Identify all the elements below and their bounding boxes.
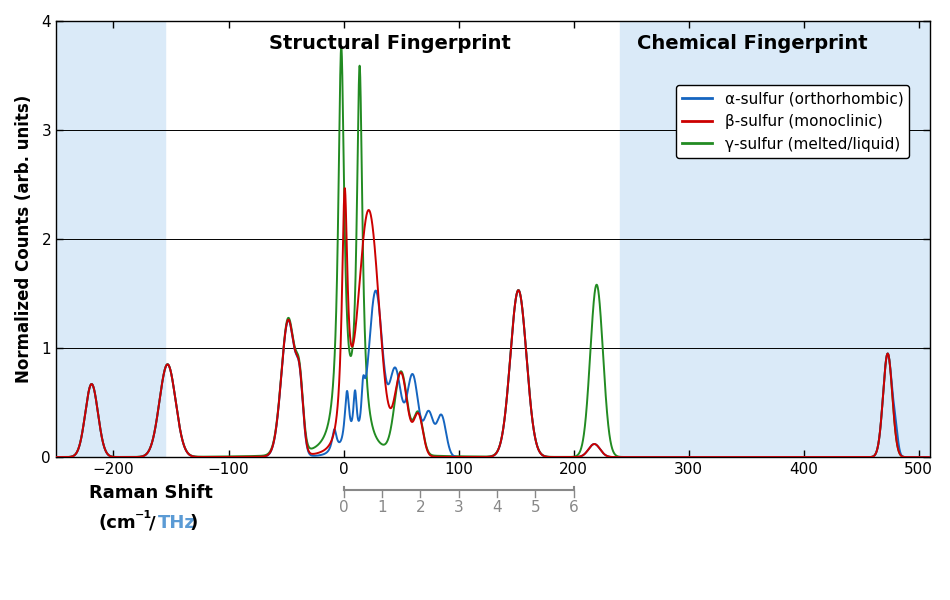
Text: 1: 1	[377, 500, 387, 515]
Text: 2: 2	[415, 500, 425, 515]
Text: 0: 0	[339, 500, 349, 515]
Bar	[619, 21, 930, 457]
Text: THz: THz	[158, 514, 196, 532]
Bar	[56, 21, 165, 457]
Text: 5: 5	[531, 500, 541, 515]
Text: −1: −1	[135, 511, 152, 520]
Y-axis label: Normalized Counts (arb. units): Normalized Counts (arb. units)	[15, 95, 33, 383]
Legend: α-sulfur (orthorhombic), β-sulfur (monoclinic), γ-sulfur (melted/liquid): α-sulfur (orthorhombic), β-sulfur (monoc…	[675, 85, 909, 158]
Text: Raman Shift: Raman Shift	[89, 484, 213, 502]
Text: (cm: (cm	[99, 514, 136, 532]
Text: 4: 4	[492, 500, 502, 515]
Text: 6: 6	[569, 500, 579, 515]
Text: /: /	[149, 514, 156, 532]
Text: ): )	[190, 514, 199, 532]
Text: Structural Fingerprint: Structural Fingerprint	[269, 34, 510, 53]
Text: Chemical Fingerprint: Chemical Fingerprint	[636, 34, 867, 53]
Text: 3: 3	[454, 500, 464, 515]
